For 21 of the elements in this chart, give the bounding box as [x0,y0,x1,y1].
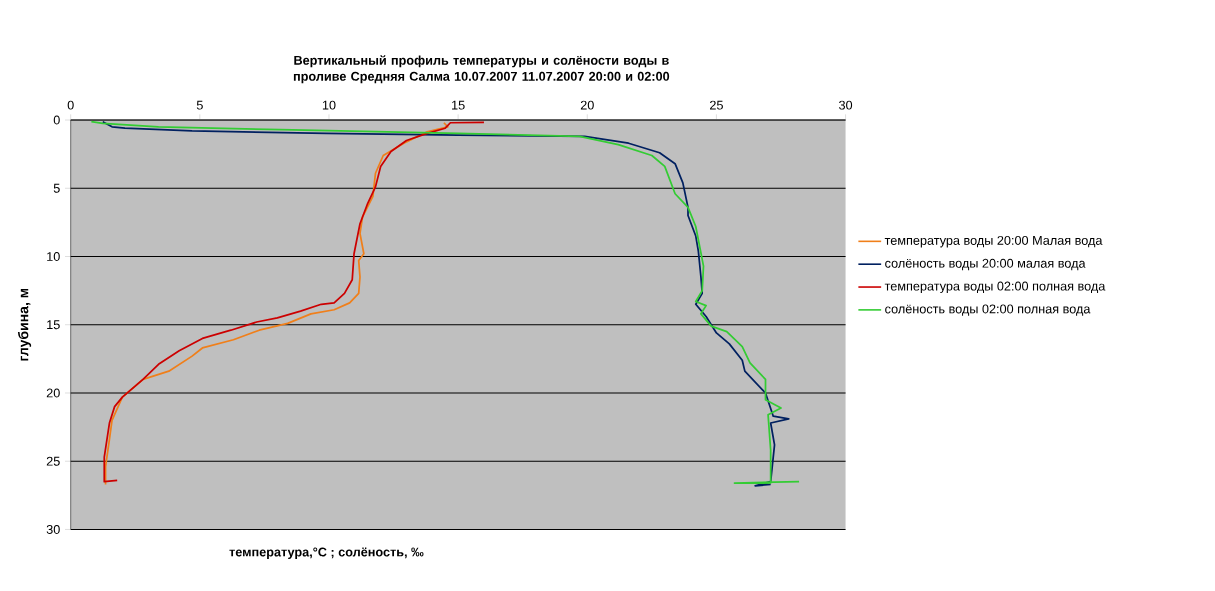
x-axis-title: температура,°C ; солёность, ‰ [229,547,424,560]
x-tick-label: 10 [322,100,336,110]
x-tick-label: 0 [67,100,74,110]
legend-label: температура воды 20:00 Малая вода [884,236,1103,248]
x-tick-label: 15 [452,100,465,110]
y-tick-label: 0 [53,115,60,125]
y-tick-label: 10 [47,252,60,262]
y-tick-label: 20 [46,388,60,398]
y-tick-label: 15 [47,320,60,330]
legend-label: солёность воды 20:00 малая вода [885,258,1086,271]
y-tick-label: 25 [46,456,60,466]
legend-label: солёность воды 02:00 полная вода [885,304,1091,316]
x-tick-label: 25 [710,100,723,110]
legend-label: температура воды 02:00 полная вода [884,281,1106,294]
y-tick-label: 5 [53,183,60,193]
x-tick-label: 20 [580,100,594,110]
chart-title: Вертикальный профиль температуры и солёности воды в проливе Средняя Салма 10.07.2007 11.07.2007 20:00 и 02:00 [293,55,670,84]
x-tick-label: 30 [839,100,853,110]
y-tick-label: 30 [46,525,60,535]
x-tick-label: 5 [196,100,203,110]
y-axis-title: глубина, м [17,289,32,361]
